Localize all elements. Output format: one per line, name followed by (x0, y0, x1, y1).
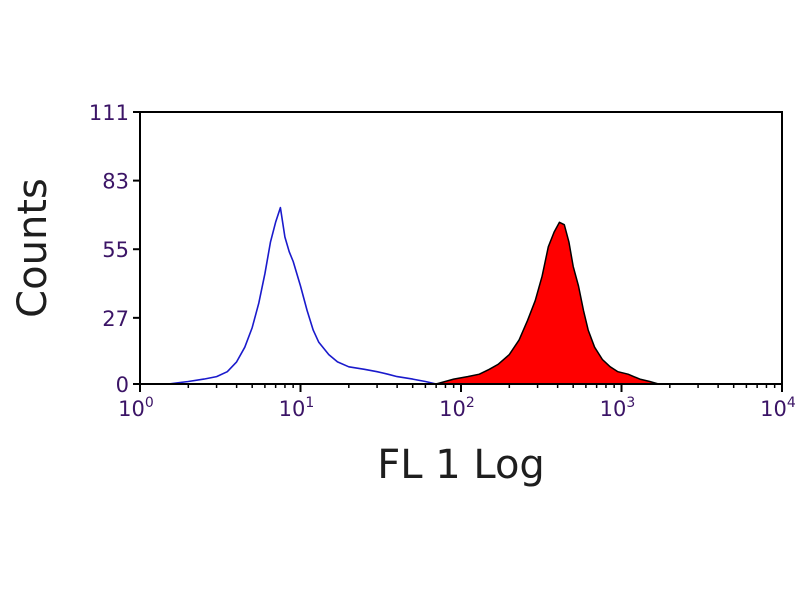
histogram-series-2-filled (435, 221, 660, 385)
x-tick-label-1: 101 (279, 395, 315, 421)
x-tick-label-0: 100 (118, 395, 154, 421)
plot-marks (168, 206, 660, 385)
y-tick-label-2: 55 (102, 238, 129, 262)
y-tick-label-0: 0 (116, 373, 129, 397)
y-tick-label-4: 111 (89, 101, 129, 125)
x-axis-label: FL 1 Log (377, 442, 545, 488)
y-tick-label-1: 27 (102, 307, 129, 331)
x-tick-label-4: 104 (760, 395, 796, 421)
plot-frame (139, 111, 783, 385)
y-axis-label: Counts (10, 178, 56, 318)
x-tick-label-3: 103 (600, 395, 636, 421)
x-axis-ticks: 100 101 102 103 104 (118, 384, 796, 421)
histogram-series-1-outline (168, 206, 437, 385)
x-tick-label-2: 102 (439, 395, 475, 421)
y-axis-ticks: 0 27 55 83 111 (89, 101, 140, 397)
y-tick-label-3: 83 (102, 170, 129, 194)
